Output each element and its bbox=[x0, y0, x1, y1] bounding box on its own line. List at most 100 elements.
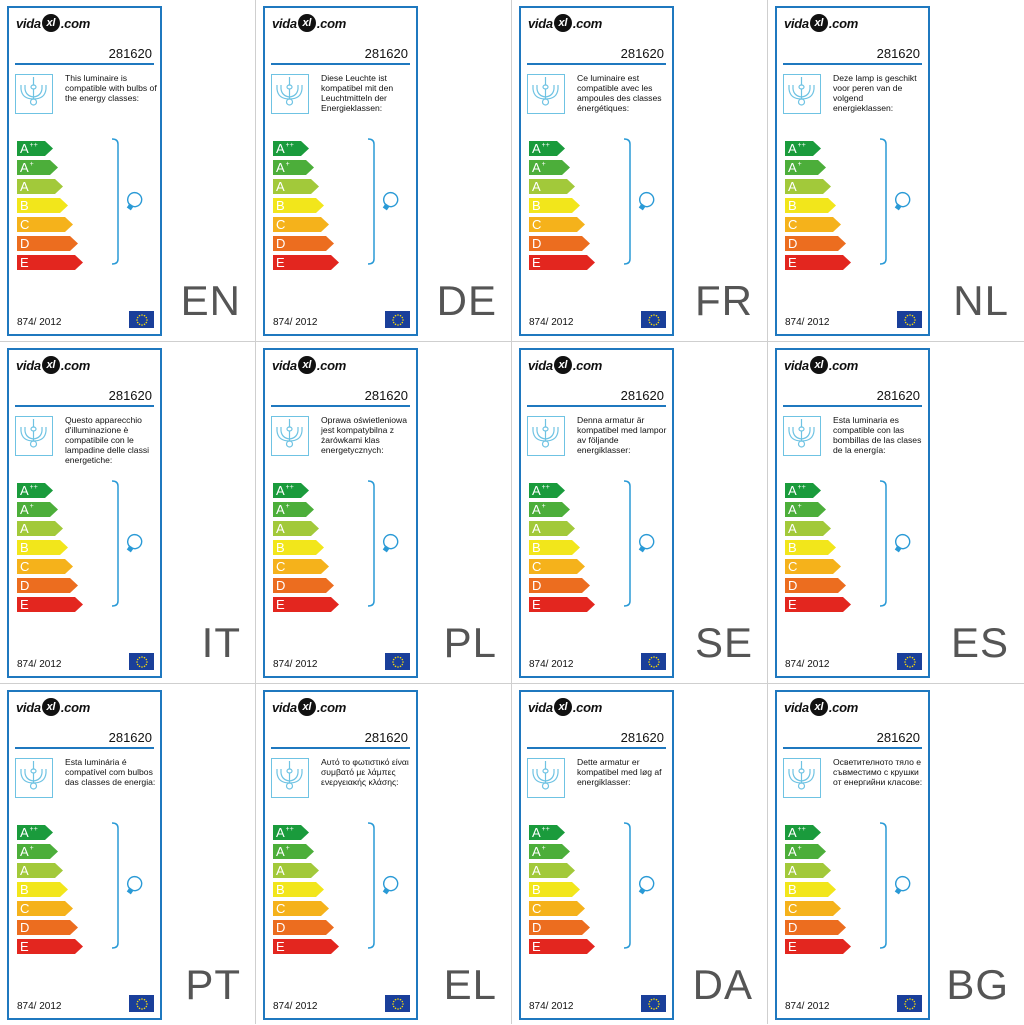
language-code: NL bbox=[953, 277, 1009, 324]
eu-star bbox=[136, 663, 138, 665]
logo-badge: xl bbox=[809, 356, 828, 374]
energy-class-scale: A ++ A + A B C D E bbox=[273, 141, 339, 274]
product-code: 281620 bbox=[876, 46, 920, 61]
energy-class-letter: A bbox=[788, 160, 797, 175]
energy-class-arrow: D bbox=[785, 578, 846, 593]
energy-class-arrow: C bbox=[785, 217, 841, 232]
energy-class-arrow: C bbox=[785, 559, 841, 574]
eu-star bbox=[399, 314, 401, 316]
energy-class-scale: A ++ A + A B C D E bbox=[273, 483, 339, 616]
energy-class-letter: A bbox=[20, 483, 29, 498]
energy-class-arrow: E bbox=[273, 597, 339, 612]
eu-star bbox=[913, 316, 915, 318]
eu-star bbox=[394, 998, 396, 1000]
energy-class-letter: D bbox=[276, 236, 286, 251]
logo-badge: xl bbox=[809, 14, 828, 32]
bulb-icon bbox=[382, 191, 399, 211]
energy-class-letter: D bbox=[20, 236, 30, 251]
eu-star bbox=[648, 1000, 650, 1002]
energy-class-arrow: A bbox=[529, 863, 575, 878]
energy-class-letter: A bbox=[276, 179, 285, 194]
regulation-number: 874/ 2012 bbox=[529, 1001, 574, 1012]
language-code: DE bbox=[436, 277, 497, 324]
chandelier-icon bbox=[527, 416, 565, 456]
energy-class-letter: C bbox=[532, 559, 542, 574]
vidaxl-logo: vida xl .com bbox=[16, 14, 90, 32]
energy-class-arrow: B bbox=[529, 540, 580, 555]
eu-star bbox=[145, 1005, 147, 1007]
eu-star bbox=[138, 323, 140, 325]
logo-badge: xl bbox=[809, 698, 828, 716]
eu-flag-icon bbox=[129, 311, 154, 328]
energy-label-card: vida xl .com 281620 bbox=[263, 348, 418, 678]
eu-star bbox=[648, 316, 650, 318]
energy-class-letter: A bbox=[276, 825, 285, 840]
energy-class-letter: D bbox=[788, 920, 798, 935]
energy-class-letter: D bbox=[788, 578, 798, 593]
vidaxl-logo: vida xl .com bbox=[272, 356, 346, 374]
bulb-icon bbox=[638, 191, 655, 211]
eu-star bbox=[401, 1005, 403, 1007]
eu-star bbox=[906, 323, 908, 325]
eu-star bbox=[652, 313, 655, 316]
eu-star bbox=[399, 323, 401, 325]
logo-text-left: vida bbox=[272, 357, 297, 373]
energy-class-arrow: C bbox=[785, 901, 841, 916]
logo-text-right: .com bbox=[60, 699, 90, 715]
eu-star bbox=[392, 321, 394, 323]
energy-label-cell: vida xl .com 281620 bbox=[256, 342, 511, 683]
logo-badge: xl bbox=[297, 14, 316, 32]
energy-class-arrow: E bbox=[529, 939, 595, 954]
energy-class-letter: D bbox=[532, 920, 542, 935]
language-code: FR bbox=[695, 277, 753, 324]
eu-star bbox=[396, 313, 399, 316]
energy-class-letter: A bbox=[276, 160, 285, 175]
energy-class-arrow: A ++ bbox=[529, 825, 565, 840]
energy-class-arrow: E bbox=[17, 597, 83, 612]
eu-flag-icon bbox=[385, 995, 410, 1012]
energy-class-letter: A bbox=[532, 160, 541, 175]
language-code: ES bbox=[950, 619, 1009, 666]
eu-star bbox=[136, 1005, 138, 1007]
energy-class-arrow: C bbox=[529, 217, 585, 232]
logo-text-left: vida bbox=[272, 15, 297, 31]
energy-class-superscript: ++ bbox=[541, 141, 550, 149]
energy-class-arrow: C bbox=[17, 901, 73, 916]
energy-class-superscript: ++ bbox=[285, 141, 294, 149]
chandelier-icon bbox=[271, 758, 309, 798]
product-code: 281620 bbox=[364, 730, 408, 745]
eu-star bbox=[650, 665, 652, 667]
regulation-number: 874/ 2012 bbox=[529, 317, 574, 328]
eu-star bbox=[913, 660, 916, 663]
product-code: 281620 bbox=[108, 730, 152, 745]
energy-class-letter: A bbox=[532, 844, 541, 859]
language-code: SE bbox=[694, 619, 753, 666]
energy-class-arrow: A bbox=[785, 179, 831, 194]
eu-star bbox=[138, 314, 140, 316]
eu-star bbox=[394, 323, 396, 325]
energy-class-letter: E bbox=[532, 597, 541, 612]
energy-class-letter: C bbox=[20, 217, 30, 232]
logo-text-right: .com bbox=[316, 699, 346, 715]
energy-class-letter: A bbox=[276, 483, 285, 498]
energy-class-arrow: E bbox=[785, 255, 851, 270]
eu-star bbox=[401, 1000, 403, 1002]
bracket-shape bbox=[367, 138, 375, 265]
eu-star bbox=[908, 323, 911, 326]
eu-star bbox=[908, 1007, 911, 1010]
compatibility-text: Diese Leuchte ist kompatibel mit den Leu… bbox=[321, 73, 394, 113]
eu-flag-icon bbox=[897, 653, 922, 670]
energy-label-card: vida xl .com 281620 bbox=[263, 6, 418, 336]
energy-class-scale: A ++ A + A B C D E bbox=[785, 483, 851, 616]
eu-star bbox=[648, 321, 650, 323]
energy-class-letter: D bbox=[276, 920, 286, 935]
energy-label-cell: vida xl .com 281620 bbox=[0, 684, 255, 1025]
energy-class-letter: E bbox=[276, 597, 285, 612]
energy-class-arrow: C bbox=[17, 217, 73, 232]
energy-class-arrow: A bbox=[273, 179, 319, 194]
energy-label-card: vida xl .com 281620 bbox=[7, 690, 162, 1020]
eu-star bbox=[399, 1007, 401, 1009]
energy-class-letter: B bbox=[276, 882, 285, 897]
energy-class-letter: E bbox=[20, 597, 29, 612]
